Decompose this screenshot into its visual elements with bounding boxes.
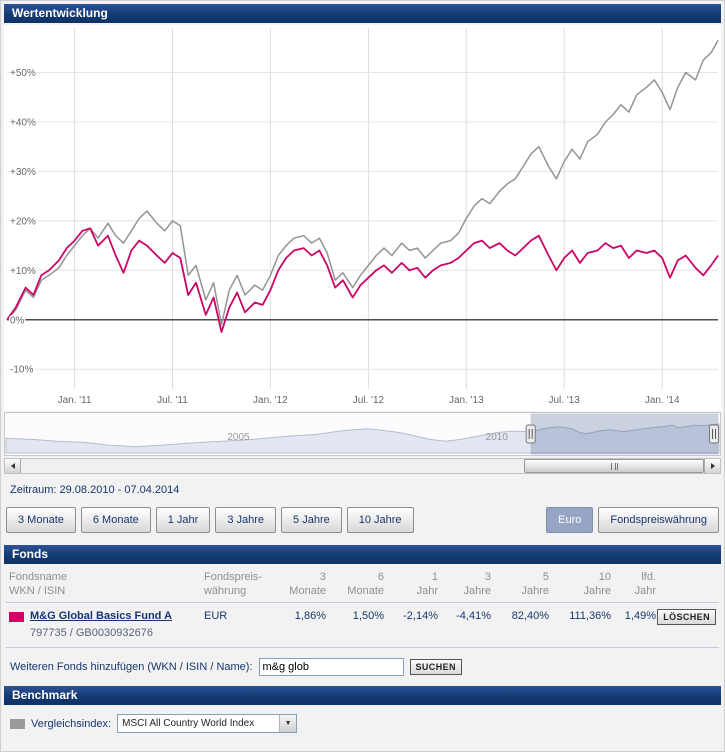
currency-button-fondspreiswaehrung[interactable]: Fondspreiswährung <box>598 507 719 533</box>
fund-wkn-isin: 797735 / GB0030932676 <box>30 627 153 639</box>
section-title-fonds: Fonds <box>12 547 48 561</box>
svg-text:-10%: -10% <box>10 365 33 376</box>
column-header-6-monate: 6 Monate <box>347 571 384 597</box>
currency-button-euro[interactable]: Euro <box>546 507 594 533</box>
benchmark-row: Vergleichsindex: MSCI All Country World … <box>10 714 719 733</box>
range-button-1-jahr[interactable]: 1 Jahr <box>155 507 211 533</box>
add-fund-input[interactable] <box>258 658 404 676</box>
scrollbar-grip-icon <box>610 462 618 470</box>
svg-text:+30%: +30% <box>10 167 36 178</box>
benchmark-index-select[interactable]: MSCI All Country World Index ▼ <box>117 714 298 733</box>
svg-text:Jan. '12: Jan. '12 <box>253 395 288 406</box>
scrollbar-track[interactable] <box>21 459 704 473</box>
range-button-6-monate[interactable]: 6 Monate <box>80 507 151 533</box>
column-header-5-jahre: 5 Jahre <box>521 571 549 597</box>
scroll-right-icon <box>710 463 715 469</box>
period-label: Zeitraum: 29.08.2010 - 07.04.2014 <box>10 484 180 496</box>
svg-text:Jul. '12: Jul. '12 <box>353 395 385 406</box>
benchmark-index-selected-value: MSCI All Country World Index <box>122 718 255 729</box>
dropdown-arrow-icon: ▼ <box>279 715 297 732</box>
svg-text:+10%: +10% <box>10 266 36 277</box>
svg-text:2005: 2005 <box>227 432 250 443</box>
scroll-left-icon <box>10 463 15 469</box>
section-header-fonds: Fonds <box>4 545 721 564</box>
range-button-3-monate[interactable]: 3 Monate <box>6 507 76 533</box>
fund-row: M&G Global Basics Fund A 797735 / GB0030… <box>6 603 719 648</box>
add-fund-label: Weiteren Fonds hinzufügen (WKN / ISIN / … <box>10 661 253 673</box>
performance-chart: +50% +40% +30% +20% +10% 0% -10% Jan. '11 Jul. '… <box>4 25 721 411</box>
performance-chart-canvas: +50% +40% +30% +20% +10% 0% -10% Jan. '11 Jul. '… <box>6 28 719 406</box>
range-button-3-jahre[interactable]: 3 Jahre <box>215 507 277 533</box>
benchmark-color-swatch <box>10 718 25 729</box>
column-header-10-jahre: 10 Jahre <box>583 571 611 597</box>
fund-value-1-jahr: -2,14% <box>403 610 438 622</box>
section-title-performance: Wertentwicklung <box>12 6 108 20</box>
range-button-10-jahre[interactable]: 10 Jahre <box>346 507 414 533</box>
section-header-wertentwicklung: Wertentwicklung <box>4 4 721 23</box>
chart-scrollbar[interactable] <box>4 458 721 474</box>
fund-value-10-jahre: 111,36% <box>569 610 611 622</box>
svg-text:+20%: +20% <box>10 216 36 227</box>
fund-value-3-monate: 1,86% <box>294 610 326 622</box>
svg-text:Jul. '13: Jul. '13 <box>549 395 581 406</box>
fund-value-5-jahre: 82,40% <box>511 610 549 622</box>
svg-text:2010: 2010 <box>486 432 509 443</box>
column-header-fondspreiswaehrung: Fondspreis- währung <box>204 571 263 597</box>
column-header-lfd-jahr: lfd. Jahr <box>634 571 656 597</box>
svg-text:Jan. '11: Jan. '11 <box>58 395 92 406</box>
fund-name-cell: M&G Global Basics Fund A 797735 / GB0030… <box>9 609 204 641</box>
fund-name-link[interactable]: M&G Global Basics Fund A <box>30 610 172 622</box>
fund-color-swatch <box>9 611 24 622</box>
benchmark-label: Vergleichsindex: <box>31 717 112 730</box>
chart-navigator-canvas[interactable]: 2005 2010 <box>5 413 720 455</box>
column-header-fondsname: Fondsname WKN / ISIN <box>9 571 68 597</box>
svg-text:Jul. '11: Jul. '11 <box>157 395 188 406</box>
column-header-1-jahr: 1 Jahr <box>416 571 438 597</box>
chart-navigator[interactable]: 2005 2010 <box>4 412 721 456</box>
column-header-3-monate: 3 Monate <box>289 571 326 597</box>
add-fund-row: Weiteren Fonds hinzufügen (WKN / ISIN / … <box>10 658 719 686</box>
fund-value-6-monate: 1,50% <box>352 610 384 622</box>
delete-fund-button[interactable]: LÖSCHEN <box>657 609 716 625</box>
svg-text:+40%: +40% <box>10 118 36 129</box>
column-header-3-jahre: 3 Jahre <box>463 571 491 597</box>
section-title-benchmark: Benchmark <box>12 688 78 702</box>
search-fund-button[interactable]: SUCHEN <box>409 659 462 675</box>
scroll-right-button[interactable] <box>704 459 720 473</box>
fund-actions-cell: LÖSCHEN <box>656 609 716 625</box>
svg-text:Jan. '14: Jan. '14 <box>645 395 680 406</box>
fund-value-lfd-jahr: 1,49% <box>624 610 656 622</box>
svg-text:Jan. '13: Jan. '13 <box>449 395 484 406</box>
fund-value-3-jahre: -4,41% <box>456 610 491 622</box>
column-header-actions <box>656 570 716 598</box>
range-button-5-jahre[interactable]: 5 Jahre <box>281 507 342 533</box>
fonds-table: Fondsname WKN / ISIN Fondspreis- währung… <box>4 564 721 648</box>
section-header-benchmark: Benchmark <box>4 686 721 705</box>
svg-text:0%: 0% <box>10 315 25 326</box>
fund-currency: EUR <box>204 610 228 622</box>
svg-text:+50%: +50% <box>10 68 36 79</box>
scroll-left-button[interactable] <box>5 459 21 473</box>
scrollbar-thumb[interactable] <box>524 459 704 473</box>
fonds-table-header: Fondsname WKN / ISIN Fondspreis- währung… <box>6 564 719 603</box>
range-button-row: 3 Monate 6 Monate 1 Jahr 3 Jahre 5 Jahre… <box>6 507 719 533</box>
